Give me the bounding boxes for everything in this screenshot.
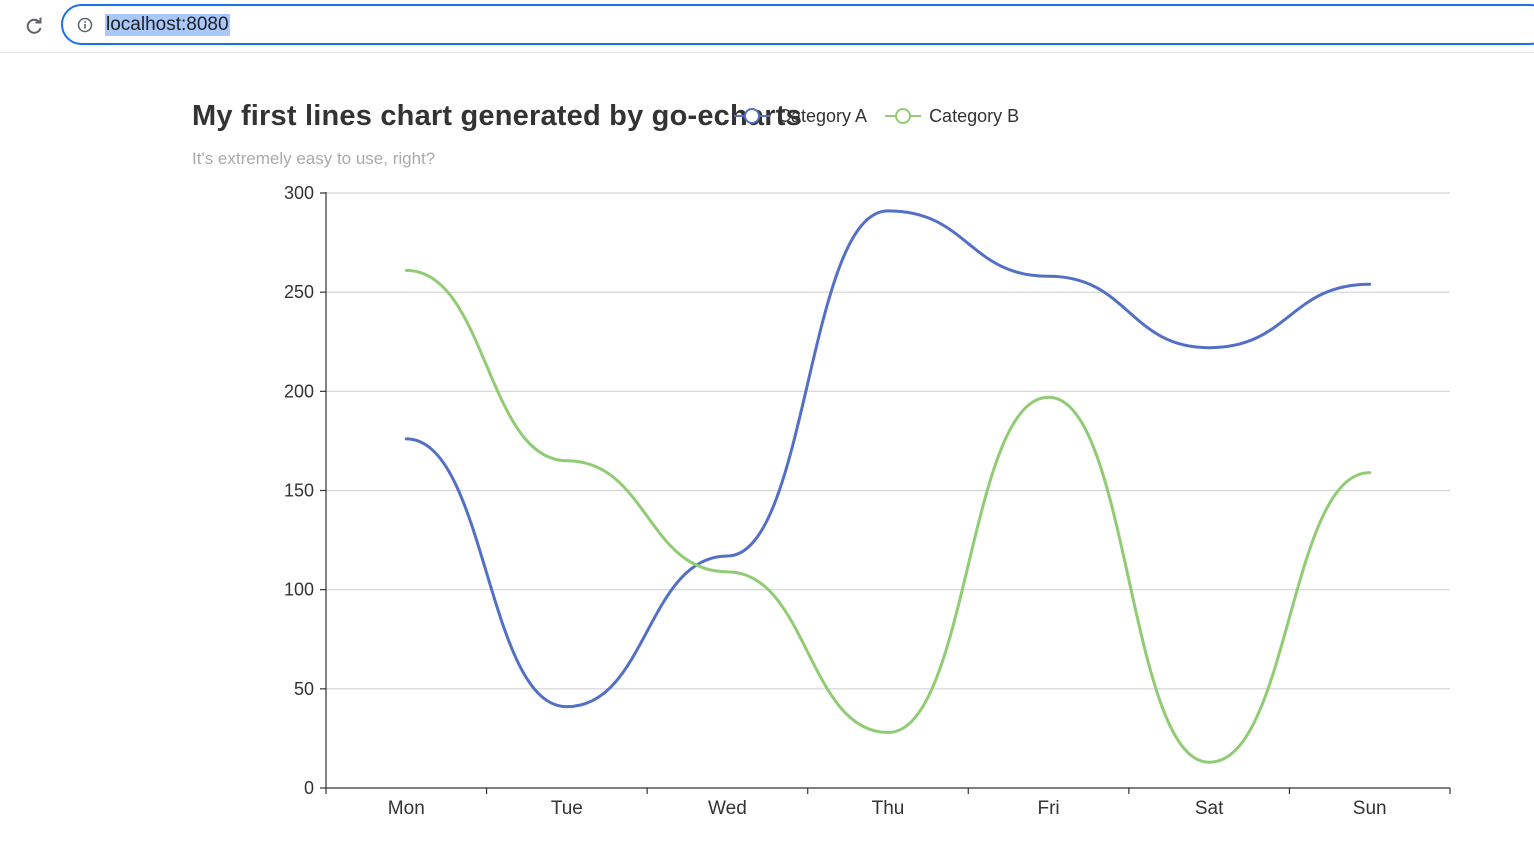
y-tick-label: 50 [294,679,314,699]
data-point[interactable] [561,455,573,467]
y-tick-label: 150 [284,481,314,501]
data-point[interactable] [721,550,733,562]
x-tick-label: Sun [1353,798,1387,819]
reload-icon [26,17,42,34]
legend-item-category-b[interactable]: Category B [883,106,1019,127]
data-point[interactable] [882,205,894,217]
x-tick-label: Thu [872,798,905,819]
legend-line-marker-icon [885,108,922,124]
data-point[interactable] [400,264,412,276]
data-point[interactable] [1364,467,1376,479]
url-text[interactable]: localhost:8080 [105,14,230,36]
x-tick-label: Sat [1195,798,1224,819]
info-icon[interactable] [77,17,93,33]
chart-legend: Category A Category B [732,103,1035,129]
data-point[interactable] [1203,756,1215,768]
series-line-category-b[interactable] [404,268,1372,764]
data-point[interactable] [721,566,733,578]
reload-button[interactable] [21,13,47,39]
y-tick-label: 100 [284,580,314,600]
legend-line-marker-icon [734,108,770,124]
x-tick-label: Mon [388,798,425,819]
browser-toolbar: › localhost:8080 [0,0,1534,53]
y-tick-label: 200 [284,381,314,401]
legend-label: Category A [778,105,868,126]
data-point[interactable] [400,433,412,445]
data-point[interactable] [1203,342,1215,354]
y-tick-label: 250 [284,282,314,302]
data-point[interactable] [882,726,894,738]
x-tick-label: Fri [1037,798,1059,819]
y-tick-label: 0 [304,778,314,798]
legend-label: Category B [929,105,1020,126]
data-point[interactable] [561,701,573,713]
data-point[interactable] [1364,278,1376,290]
chart-title: My first lines chart generated by go-ech… [192,100,802,132]
legend-item-category-a[interactable]: Category A [732,106,867,127]
series-line-category-a[interactable] [404,209,1372,709]
x-tick-label: Wed [708,798,747,819]
y-tick-label: 300 [284,183,314,203]
data-point[interactable] [1043,270,1055,282]
address-bar[interactable]: localhost:8080 [61,4,1534,45]
x-tick-label: Tue [551,798,583,819]
data-point[interactable] [1043,391,1055,403]
chart-subtitle: It's extremely easy to use, right? [192,149,436,168]
